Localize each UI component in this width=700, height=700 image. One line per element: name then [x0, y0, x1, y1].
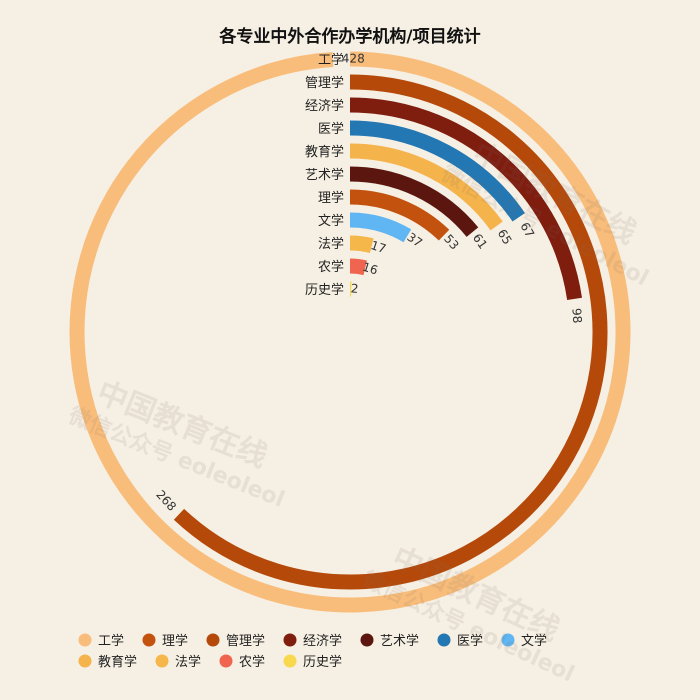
legend-label[interactable]: 教育学	[98, 654, 137, 670]
legend-marker[interactable]	[219, 654, 233, 668]
bar-理学	[349, 189, 450, 241]
legend-marker[interactable]	[78, 654, 92, 668]
legend-label[interactable]: 法学	[175, 654, 201, 670]
legend-marker[interactable]	[206, 633, 220, 647]
category-label: 教育学	[305, 144, 344, 160]
bars-group	[69, 51, 631, 613]
bar-医学	[349, 120, 525, 222]
bar-文学	[349, 212, 412, 243]
category-label: 艺术学	[305, 167, 344, 183]
legend-marker[interactable]	[360, 633, 374, 647]
bar-教育学	[349, 143, 503, 231]
category-label: 农学	[318, 259, 344, 275]
value-label: 16	[361, 260, 380, 278]
legend-marker[interactable]	[283, 654, 297, 668]
legend-marker[interactable]	[437, 633, 451, 647]
bar-管理学	[173, 74, 608, 590]
legend-label[interactable]: 医学	[457, 633, 483, 649]
legend-label[interactable]: 工学	[98, 633, 124, 649]
legend-marker[interactable]	[78, 633, 92, 647]
value-label: 65	[495, 227, 515, 247]
bar-农学	[349, 258, 367, 276]
value-label: 61	[470, 231, 490, 252]
legend-label[interactable]: 经济学	[303, 633, 342, 649]
category-label: 文学	[318, 213, 344, 229]
value-label: 268	[153, 487, 179, 513]
legend-marker[interactable]	[501, 633, 515, 647]
legend-label[interactable]: 管理学	[226, 633, 265, 649]
legend-label[interactable]: 历史学	[303, 654, 342, 670]
category-label: 经济学	[305, 98, 344, 114]
value-label: 428	[342, 51, 365, 65]
value-label: 98	[569, 308, 584, 324]
category-label: 历史学	[305, 282, 344, 298]
category-label: 理学	[318, 190, 344, 206]
bar-工学	[69, 51, 631, 613]
value-label: 17	[369, 238, 388, 256]
legend-marker[interactable]	[142, 633, 156, 647]
value-label: 2	[350, 281, 359, 296]
legend-label[interactable]: 农学	[239, 654, 265, 670]
chart-title: 各专业中外合作办学机构/项目统计	[218, 26, 480, 47]
category-label: 法学	[318, 236, 344, 252]
category-label: 管理学	[305, 75, 344, 91]
legend-label[interactable]: 艺术学	[380, 633, 419, 649]
value-label: 67	[517, 220, 537, 240]
legend-label[interactable]: 理学	[162, 633, 188, 649]
bar-法学	[349, 235, 374, 254]
legend-label[interactable]: 文学	[521, 633, 547, 649]
bar-经济学	[349, 97, 582, 300]
legend-marker[interactable]	[155, 654, 169, 668]
category-label: 工学	[318, 52, 344, 68]
bar-艺术学	[349, 166, 479, 237]
category-label: 医学	[318, 121, 344, 137]
legend-marker[interactable]	[283, 633, 297, 647]
